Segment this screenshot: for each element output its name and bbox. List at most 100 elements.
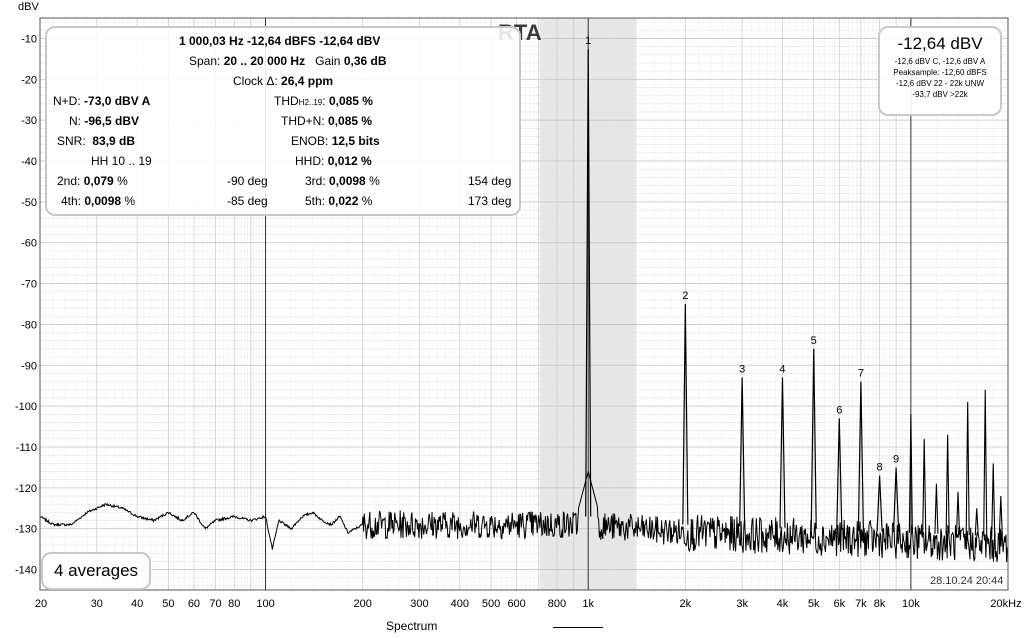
- averages-badge: 4 averages: [41, 552, 151, 590]
- y-tick-label: -90: [21, 360, 37, 372]
- x-tick-label: 80: [228, 598, 240, 610]
- h5-label: 5th:: [305, 194, 326, 208]
- spectral-peak: [998, 496, 1003, 537]
- enob-label: ENOB:: [291, 134, 329, 148]
- noise-value: -96,5 dBV: [84, 114, 140, 128]
- x-tick-label: 100: [256, 598, 274, 610]
- spectral-peak: [991, 463, 996, 537]
- nd-value: -73,0 dBV A: [84, 94, 151, 108]
- hhd-value: 0,012 %: [327, 154, 372, 168]
- h5-unit: %: [358, 194, 373, 208]
- x-tick-label: 20kHz: [990, 598, 1021, 610]
- h4-label: 4th:: [61, 194, 82, 208]
- y-tick-label: -100: [15, 401, 37, 413]
- harmonic-label: 5: [811, 335, 817, 347]
- noise-label: N:: [69, 114, 81, 128]
- level-unweighted: -12,6 dBV 22 - 22k UNW: [895, 79, 985, 88]
- thdn-readout: THD+N: 0,085 %: [281, 114, 372, 128]
- harmonic-peak: [893, 467, 900, 533]
- h3-readout: 3rd: 0,0098 %: [305, 174, 380, 188]
- level-above-22k: -93,7 dBV >22k: [912, 90, 968, 99]
- snr-value: 83,9 dB: [92, 134, 136, 148]
- x-tick-label: 4k: [777, 598, 789, 610]
- gain-label: Gain: [315, 54, 341, 68]
- harmonic-labels: 1 2 3 4 5 6 7 89: [585, 35, 899, 473]
- harmonic-peak: [739, 377, 746, 527]
- h2-value: 0,079: [83, 174, 114, 188]
- x-tick-label: 400: [451, 598, 469, 610]
- h4-phase: -85 deg: [227, 194, 268, 208]
- spectral-peak: [955, 491, 961, 535]
- fundamental-readout: 1 000,03 Hz -12,64 dBFS -12,64 dBV: [179, 34, 381, 48]
- thd-value: 0,085 %: [328, 94, 373, 108]
- x-tick-label: 40: [131, 598, 143, 610]
- x-tick-label: 70: [209, 598, 221, 610]
- harmonic-label: 8: [877, 462, 883, 474]
- spectral-peak: [945, 434, 950, 535]
- y-tick-label: -80: [21, 319, 37, 331]
- harmonic-label: 9: [893, 453, 899, 465]
- h3-label: 3rd:: [305, 174, 326, 188]
- h4-value: 0,0098: [84, 194, 122, 208]
- h3-phase: 154 deg: [468, 174, 512, 188]
- h3-value: 0,0098: [329, 174, 366, 188]
- y-tick-label: -10: [21, 33, 37, 45]
- harmonic-label: 4: [779, 364, 785, 376]
- noise-floor: [39, 470, 1009, 563]
- span-value: 20 .. 20 000 Hz: [223, 54, 306, 68]
- x-tick-label: 200: [353, 598, 371, 610]
- thd-subscript: H2..19: [298, 98, 323, 107]
- legend-series-label: Spectrum: [386, 619, 438, 633]
- h4-readout: 4th: 0,0098 %: [61, 194, 135, 208]
- harmonic-peak: [836, 418, 843, 530]
- h2-readout: 2nd: 0,079 %: [57, 174, 128, 188]
- harmonic-label: 7: [858, 368, 864, 380]
- span-label: Span:: [189, 54, 221, 68]
- y-tick-label: -20: [21, 74, 37, 86]
- harmonic-peak: [779, 377, 786, 528]
- hh-range: HH 10 .. 19: [91, 154, 152, 168]
- x-tick-label: 30: [91, 598, 103, 610]
- y-tick-label: -50: [21, 197, 37, 209]
- x-tick-label: 1k: [582, 598, 594, 610]
- snr-label: SNR:: [57, 134, 86, 148]
- h5-readout: 5th: 0,022 %: [305, 194, 372, 208]
- clock-value: 26,4 ppm: [281, 74, 334, 88]
- x-tick-label: 20: [35, 598, 47, 610]
- h2-unit: %: [113, 174, 128, 188]
- x-tick-label: 500: [482, 598, 500, 610]
- h5-value: 0,022: [328, 194, 359, 208]
- x-tick-label: 10k: [902, 598, 920, 610]
- noise-trace: [39, 470, 1009, 563]
- harmonic-peak: [857, 381, 864, 531]
- snr-readout: SNR: 83,9 dB: [57, 134, 135, 148]
- clock-readout: Clock Δ: 26,4 ppm: [233, 74, 333, 88]
- h4-unit: %: [121, 194, 136, 208]
- harmonic-peak: [585, 49, 592, 517]
- timestamp: 28.10.24 20:44: [930, 575, 1004, 587]
- x-tick-label: 5k: [808, 598, 820, 610]
- spectrum-peaks: [585, 49, 1003, 537]
- noise-readout: N: -96,5 dBV: [69, 114, 139, 128]
- x-tick-label: 7k: [855, 598, 867, 610]
- measurement-panel: 1 000,03 Hz -12,64 dBFS -12,64 dBV Span:…: [45, 26, 521, 216]
- spectral-peak: [965, 402, 970, 536]
- span-gain-readout: Span: 20 .. 20 000 Hz Gain 0,36 dB: [189, 54, 387, 68]
- level-weighted: -12,6 dBV C, -12,6 dBV A: [894, 57, 986, 66]
- plot-frame: [39, 17, 1009, 591]
- x-tick-label: 600: [507, 598, 525, 610]
- clock-label: Clock Δ:: [233, 74, 278, 88]
- x-tick-label: 8k: [874, 598, 886, 610]
- level-main: -12,64 dBV: [897, 34, 983, 53]
- spectral-peak: [922, 438, 927, 534]
- y-axis-unit: dBV: [18, 1, 39, 13]
- y-tick-label: -140: [15, 565, 37, 577]
- y-tick-label: -130: [15, 524, 37, 536]
- harmonic-label: 6: [836, 404, 842, 416]
- harmonic-peak: [876, 475, 883, 532]
- x-tick-label: 50: [162, 598, 174, 610]
- h3-unit: %: [365, 174, 380, 188]
- y-tick-label: -120: [15, 483, 37, 495]
- y-tick-label: -70: [21, 279, 37, 291]
